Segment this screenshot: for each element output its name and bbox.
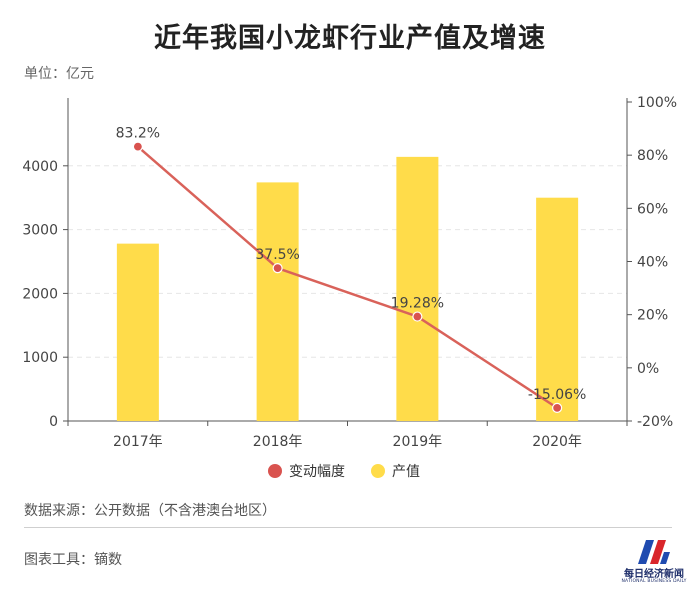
line-series (137, 145, 558, 409)
tool-note: 图表工具：镝数 (24, 552, 122, 568)
source-note: 数据来源：公开数据（不含港澳台地区） (24, 503, 276, 519)
data-label: 83.2% (116, 126, 160, 142)
data-label: 19.28% (391, 296, 444, 312)
left-tick-label: 3000 (22, 223, 58, 239)
right-tick-label: 20% (637, 308, 668, 324)
legend-label: 产值 (392, 464, 420, 480)
logo-text-cn: 每日经济新闻 (624, 569, 684, 580)
footer-divider (24, 527, 672, 528)
line-point (132, 141, 143, 152)
logo-text-en: NATIONAL BUSINESS DAILY (621, 579, 687, 584)
legend-marker (371, 464, 385, 478)
bar (396, 156, 439, 422)
x-tick-label: 2017年 (113, 434, 163, 450)
right-tick-label: 100% (637, 95, 677, 111)
line-point (552, 402, 563, 413)
legend-marker (268, 464, 282, 478)
data-label: -15.06% (528, 387, 586, 403)
right-tick-label: 60% (637, 201, 668, 217)
right-tick-label: 0% (637, 361, 659, 377)
line-point (412, 311, 423, 322)
chart-title: 近年我国小龙虾行业产值及增速 (154, 23, 546, 54)
left-tick-label: 4000 (22, 159, 58, 175)
right-tick-label: 40% (637, 255, 668, 271)
left-tick-label: 1000 (22, 350, 58, 366)
x-tick-label: 2020年 (532, 434, 582, 450)
bar (256, 182, 299, 421)
data-label: 37.5% (255, 247, 299, 263)
logo-mark-icon (638, 540, 670, 564)
x-tick-label: 2018年 (253, 434, 303, 450)
unit-label: 单位：亿元 (24, 66, 94, 82)
legend-label: 变动幅度 (289, 464, 345, 480)
bar (116, 243, 159, 421)
right-tick-label: 80% (637, 148, 668, 164)
x-tick-label: 2019年 (393, 434, 443, 450)
right-tick-label: -20% (637, 414, 673, 430)
bar (536, 197, 579, 421)
left-tick-label: 0 (49, 414, 58, 430)
publisher-logo: 每日经济新闻 NATIONAL BUSINESS DAILY (616, 538, 692, 588)
chart-area: 0 1000 2000 3000 4000 -20% 0% 20% 40% 60% 80% 100% 2… (22, 95, 677, 480)
left-tick-label: 2000 (22, 286, 58, 302)
line-point (272, 263, 283, 274)
